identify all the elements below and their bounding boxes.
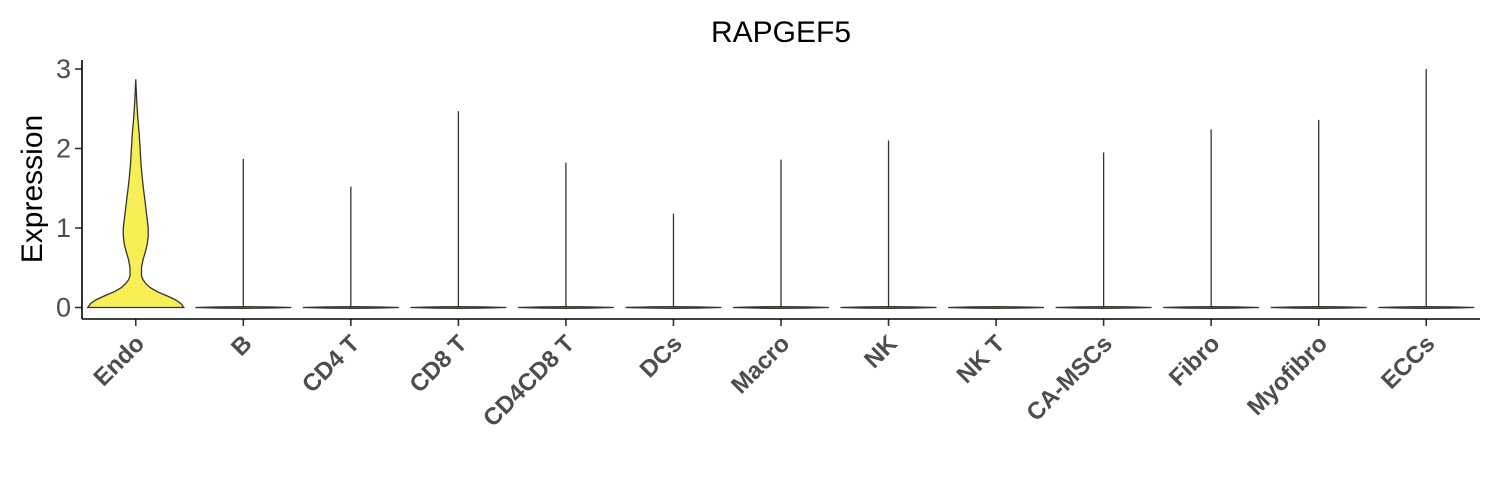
x-tick-label: ECCs xyxy=(1376,330,1440,394)
y-axis-label: Expression xyxy=(16,115,49,263)
violin-cd4-t xyxy=(302,186,399,309)
x-tick-label: Endo xyxy=(88,330,150,392)
y-tick-label: 2 xyxy=(56,134,71,164)
x-tick-label: NK T xyxy=(952,330,1011,389)
x-tick-label: CD4 T xyxy=(297,330,365,398)
violin-eccs xyxy=(1378,69,1475,309)
violin-ca-mscs xyxy=(1055,152,1152,309)
y-tick-label: 0 xyxy=(56,293,71,323)
x-tick-label: CA-MSCs xyxy=(1021,330,1117,426)
chart-title: RAPGEF5 xyxy=(711,16,851,49)
violin-body xyxy=(86,79,186,309)
x-tick-label: B xyxy=(226,330,257,361)
violin-endo xyxy=(86,79,186,309)
violin-macro xyxy=(732,159,830,309)
x-ticks: Endo B CD4 T CD8 T CD4CD8 T DCs Macro NK NK T CA-… xyxy=(88,319,1440,432)
violin-cd4cd8-t xyxy=(517,162,614,309)
violin-fibro xyxy=(1163,129,1260,309)
violin-cd8-t xyxy=(410,111,507,309)
violin-nk xyxy=(840,140,937,309)
y-tick-label: 1 xyxy=(56,213,71,243)
x-tick-label: DCs xyxy=(635,330,688,383)
x-tick-label: NK xyxy=(859,330,903,374)
violin-myofibro xyxy=(1270,119,1367,309)
x-tick-label: CD8 T xyxy=(405,330,473,398)
violins xyxy=(86,69,1475,309)
violin-dcs xyxy=(625,213,722,309)
x-tick-label: CD4CD8 T xyxy=(478,330,580,432)
x-tick-label: Myofibro xyxy=(1242,330,1333,421)
y-ticks: 0 1 2 3 xyxy=(56,54,82,323)
violin-b xyxy=(195,158,292,309)
x-tick-label: Fibro xyxy=(1164,330,1226,392)
y-tick-label: 3 xyxy=(56,54,71,84)
violin-base xyxy=(948,306,1045,309)
x-tick-label: Macro xyxy=(726,330,795,399)
violin-nk-t xyxy=(948,306,1045,309)
